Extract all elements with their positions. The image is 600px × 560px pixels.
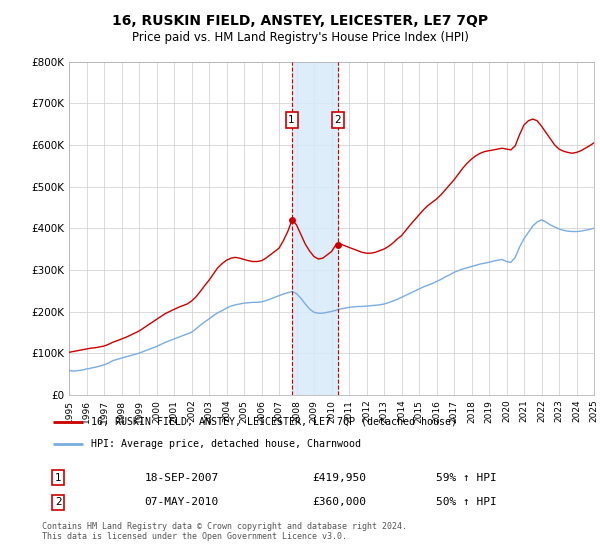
Text: £360,000: £360,000	[312, 497, 366, 507]
Text: 2: 2	[335, 115, 341, 125]
Text: 1: 1	[288, 115, 295, 125]
Text: HPI: Average price, detached house, Charnwood: HPI: Average price, detached house, Char…	[91, 438, 361, 449]
Text: 18-SEP-2007: 18-SEP-2007	[145, 473, 219, 483]
Text: 59% ↑ HPI: 59% ↑ HPI	[436, 473, 497, 483]
Text: 50% ↑ HPI: 50% ↑ HPI	[436, 497, 497, 507]
Text: 16, RUSKIN FIELD, ANSTEY, LEICESTER, LE7 7QP: 16, RUSKIN FIELD, ANSTEY, LEICESTER, LE7…	[112, 14, 488, 28]
Text: Contains HM Land Registry data © Crown copyright and database right 2024.
This d: Contains HM Land Registry data © Crown c…	[42, 522, 407, 542]
Text: Price paid vs. HM Land Registry's House Price Index (HPI): Price paid vs. HM Land Registry's House …	[131, 31, 469, 44]
Text: 2: 2	[55, 497, 62, 507]
Text: 16, RUSKIN FIELD, ANSTEY, LEICESTER, LE7 7QP (detached house): 16, RUSKIN FIELD, ANSTEY, LEICESTER, LE7…	[91, 417, 457, 427]
Bar	[292, 62, 338, 395]
Text: 1: 1	[55, 473, 62, 483]
Text: 07-MAY-2010: 07-MAY-2010	[145, 497, 219, 507]
Text: £419,950: £419,950	[312, 473, 366, 483]
